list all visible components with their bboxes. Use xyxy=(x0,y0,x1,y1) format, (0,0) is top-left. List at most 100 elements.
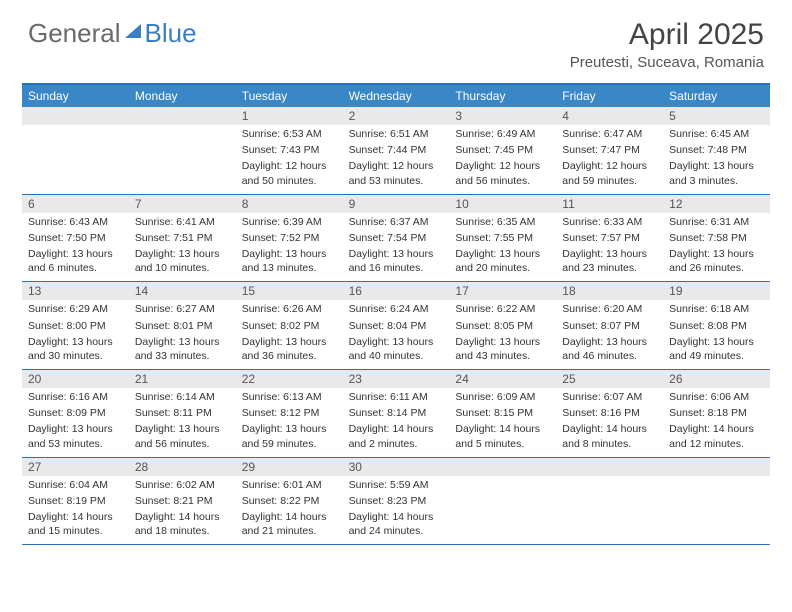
day-number: 26 xyxy=(663,370,770,388)
daylight-text: Daylight: 13 hours and 10 minutes. xyxy=(129,245,236,275)
sunset-text: Sunset: 7:50 PM xyxy=(22,229,129,245)
sunrise-text: Sunrise: 6:41 AM xyxy=(129,213,236,229)
dayname-wednesday: Wednesday xyxy=(343,85,450,107)
day-number: 16 xyxy=(343,282,450,300)
location-label: Preutesti, Suceava, Romania xyxy=(570,54,764,71)
day-number: 24 xyxy=(449,370,556,388)
sunrise-text: Sunrise: 6:14 AM xyxy=(129,388,236,404)
day-number xyxy=(663,458,770,476)
sunrise-text: Sunrise: 6:09 AM xyxy=(449,388,556,404)
sunrise-text: Sunrise: 6:04 AM xyxy=(22,476,129,492)
calendar-cell-13: 13Sunrise: 6:29 AMSunset: 8:00 PMDayligh… xyxy=(22,282,129,369)
sunset-text: Sunset: 8:14 PM xyxy=(343,404,450,420)
sunrise-text: Sunrise: 6:20 AM xyxy=(556,300,663,316)
day-number: 1 xyxy=(236,107,343,125)
day-number xyxy=(556,458,663,476)
sunrise-text: Sunrise: 6:02 AM xyxy=(129,476,236,492)
sunset-text: Sunset: 7:52 PM xyxy=(236,229,343,245)
day-number: 6 xyxy=(22,195,129,213)
calendar-week: 13Sunrise: 6:29 AMSunset: 8:00 PMDayligh… xyxy=(22,282,770,370)
day-number: 22 xyxy=(236,370,343,388)
calendar-week: 1Sunrise: 6:53 AMSunset: 7:43 PMDaylight… xyxy=(22,107,770,195)
dayname-saturday: Saturday xyxy=(663,85,770,107)
daylight-text: Daylight: 13 hours and 33 minutes. xyxy=(129,333,236,363)
calendar-cell-8: 8Sunrise: 6:39 AMSunset: 7:52 PMDaylight… xyxy=(236,195,343,282)
day-number: 5 xyxy=(663,107,770,125)
day-number: 20 xyxy=(22,370,129,388)
daylight-text: Daylight: 13 hours and 13 minutes. xyxy=(236,245,343,275)
calendar-cell-empty xyxy=(449,458,556,545)
sunrise-text: Sunrise: 6:29 AM xyxy=(22,300,129,316)
daylight-text: Daylight: 13 hours and 46 minutes. xyxy=(556,333,663,363)
month-title: April 2025 xyxy=(570,18,764,52)
sunset-text: Sunset: 8:19 PM xyxy=(22,492,129,508)
calendar-cell-10: 10Sunrise: 6:35 AMSunset: 7:55 PMDayligh… xyxy=(449,195,556,282)
sunrise-text: Sunrise: 6:11 AM xyxy=(343,388,450,404)
daylight-text: Daylight: 13 hours and 16 minutes. xyxy=(343,245,450,275)
daylight-text: Daylight: 13 hours and 53 minutes. xyxy=(22,420,129,450)
day-number: 25 xyxy=(556,370,663,388)
sunrise-text: Sunrise: 6:07 AM xyxy=(556,388,663,404)
day-number: 27 xyxy=(22,458,129,476)
sunrise-text: Sunrise: 6:24 AM xyxy=(343,300,450,316)
sunset-text: Sunset: 8:15 PM xyxy=(449,404,556,420)
sunset-text: Sunset: 8:12 PM xyxy=(236,404,343,420)
daylight-text: Daylight: 12 hours and 53 minutes. xyxy=(343,157,450,187)
daylight-text: Daylight: 13 hours and 59 minutes. xyxy=(236,420,343,450)
sunset-text: Sunset: 8:05 PM xyxy=(449,317,556,333)
daylight-text: Daylight: 12 hours and 59 minutes. xyxy=(556,157,663,187)
calendar-week: 6Sunrise: 6:43 AMSunset: 7:50 PMDaylight… xyxy=(22,195,770,283)
sunset-text: Sunset: 8:07 PM xyxy=(556,317,663,333)
sunset-text: Sunset: 7:58 PM xyxy=(663,229,770,245)
sunrise-text: Sunrise: 6:16 AM xyxy=(22,388,129,404)
sunrise-text: Sunrise: 6:22 AM xyxy=(449,300,556,316)
day-number: 29 xyxy=(236,458,343,476)
day-number: 21 xyxy=(129,370,236,388)
sunrise-text: Sunrise: 6:13 AM xyxy=(236,388,343,404)
sunset-text: Sunset: 7:44 PM xyxy=(343,141,450,157)
daylight-text: Daylight: 13 hours and 43 minutes. xyxy=(449,333,556,363)
calendar-cell-11: 11Sunrise: 6:33 AMSunset: 7:57 PMDayligh… xyxy=(556,195,663,282)
calendar-weeks: 1Sunrise: 6:53 AMSunset: 7:43 PMDaylight… xyxy=(22,107,770,545)
daylight-text: Daylight: 13 hours and 36 minutes. xyxy=(236,333,343,363)
day-number: 2 xyxy=(343,107,450,125)
sunrise-text: Sunrise: 6:51 AM xyxy=(343,125,450,141)
day-number xyxy=(22,107,129,125)
calendar-cell-18: 18Sunrise: 6:20 AMSunset: 8:07 PMDayligh… xyxy=(556,282,663,369)
day-number: 9 xyxy=(343,195,450,213)
daylight-text: Daylight: 14 hours and 15 minutes. xyxy=(22,508,129,538)
calendar-cell-22: 22Sunrise: 6:13 AMSunset: 8:12 PMDayligh… xyxy=(236,370,343,457)
sunset-text: Sunset: 8:00 PM xyxy=(22,317,129,333)
day-number: 11 xyxy=(556,195,663,213)
calendar-cell-5: 5Sunrise: 6:45 AMSunset: 7:48 PMDaylight… xyxy=(663,107,770,194)
calendar-cell-28: 28Sunrise: 6:02 AMSunset: 8:21 PMDayligh… xyxy=(129,458,236,545)
day-number: 14 xyxy=(129,282,236,300)
calendar-cell-17: 17Sunrise: 6:22 AMSunset: 8:05 PMDayligh… xyxy=(449,282,556,369)
day-number: 12 xyxy=(663,195,770,213)
sunset-text: Sunset: 7:51 PM xyxy=(129,229,236,245)
calendar-week: 20Sunrise: 6:16 AMSunset: 8:09 PMDayligh… xyxy=(22,370,770,458)
dayname-row: SundayMondayTuesdayWednesdayThursdayFrid… xyxy=(22,85,770,107)
brand-part1: General xyxy=(28,18,121,49)
daylight-text: Daylight: 13 hours and 56 minutes. xyxy=(129,420,236,450)
sunrise-text: Sunrise: 6:53 AM xyxy=(236,125,343,141)
sunrise-text: Sunrise: 6:37 AM xyxy=(343,213,450,229)
calendar-cell-7: 7Sunrise: 6:41 AMSunset: 7:51 PMDaylight… xyxy=(129,195,236,282)
day-number: 28 xyxy=(129,458,236,476)
calendar-cell-24: 24Sunrise: 6:09 AMSunset: 8:15 PMDayligh… xyxy=(449,370,556,457)
calendar-week: 27Sunrise: 6:04 AMSunset: 8:19 PMDayligh… xyxy=(22,458,770,546)
sunset-text: Sunset: 7:54 PM xyxy=(343,229,450,245)
calendar-cell-30: 30Sunrise: 5:59 AMSunset: 8:23 PMDayligh… xyxy=(343,458,450,545)
title-block: April 2025 Preutesti, Suceava, Romania xyxy=(570,18,764,71)
day-number: 19 xyxy=(663,282,770,300)
daylight-text: Daylight: 12 hours and 50 minutes. xyxy=(236,157,343,187)
sunset-text: Sunset: 8:04 PM xyxy=(343,317,450,333)
day-number: 3 xyxy=(449,107,556,125)
sunset-text: Sunset: 8:23 PM xyxy=(343,492,450,508)
day-number: 23 xyxy=(343,370,450,388)
sunrise-text: Sunrise: 6:33 AM xyxy=(556,213,663,229)
calendar-cell-empty xyxy=(556,458,663,545)
calendar-cell-2: 2Sunrise: 6:51 AMSunset: 7:44 PMDaylight… xyxy=(343,107,450,194)
sunset-text: Sunset: 8:11 PM xyxy=(129,404,236,420)
calendar-cell-21: 21Sunrise: 6:14 AMSunset: 8:11 PMDayligh… xyxy=(129,370,236,457)
